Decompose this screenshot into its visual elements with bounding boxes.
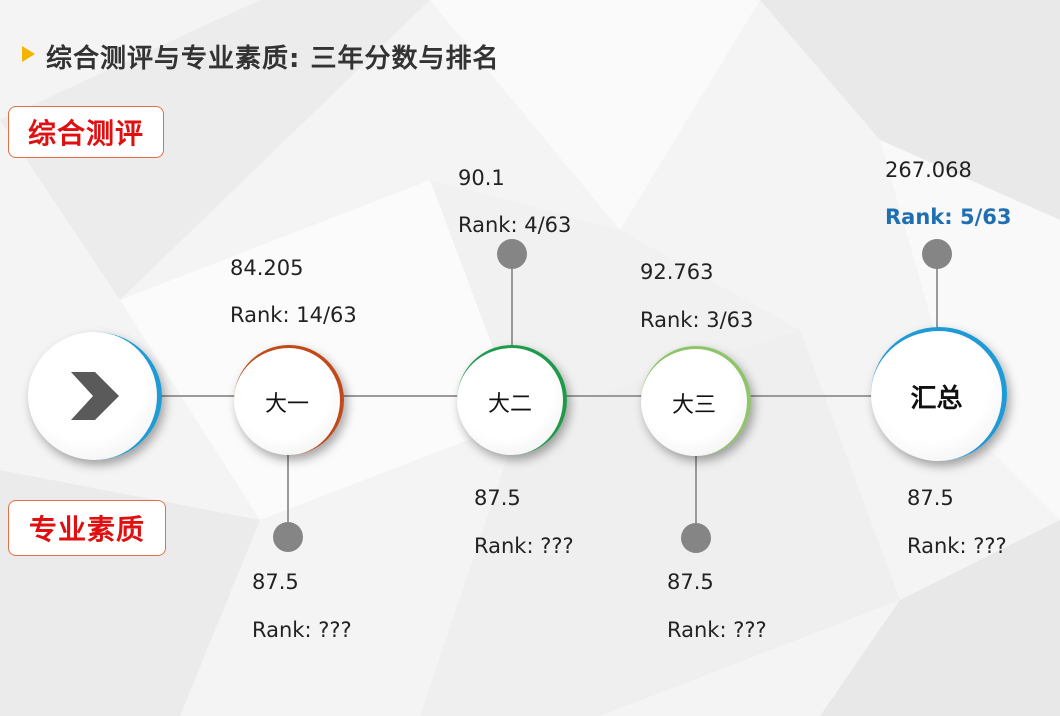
node-year-2: 大二 bbox=[457, 345, 567, 455]
connector-2 bbox=[511, 255, 513, 347]
slide-title: 综合测评与专业素质: 三年分数与排名 bbox=[46, 44, 500, 74]
connector-1 bbox=[287, 450, 289, 536]
prof-rank-total: Rank: ??? bbox=[907, 534, 1007, 558]
node-total: 汇总 bbox=[871, 327, 1007, 461]
marker-dot-1 bbox=[273, 522, 303, 552]
connector-3 bbox=[695, 452, 697, 538]
prof-rank-year-3: Rank: ??? bbox=[667, 618, 767, 642]
prof-score-year-1: 87.5 bbox=[252, 570, 299, 594]
marker-dot-4 bbox=[922, 239, 952, 269]
rank-year-3: Rank: 3/63 bbox=[640, 308, 754, 332]
prof-score-year-2: 87.5 bbox=[474, 486, 521, 510]
marker-dot-3 bbox=[681, 523, 711, 553]
start-node bbox=[28, 332, 162, 460]
prof-rank-year-2: Rank: ??? bbox=[474, 534, 574, 558]
rank-year-1: Rank: 14/63 bbox=[230, 303, 357, 327]
score-year-3: 92.763 bbox=[640, 260, 714, 284]
rank-total: Rank: 5/63 bbox=[885, 205, 1012, 229]
prof-score-total: 87.5 bbox=[907, 486, 954, 510]
chevron-right-icon bbox=[70, 372, 119, 420]
score-total: 267.068 bbox=[885, 158, 972, 182]
node-year-1: 大一 bbox=[234, 345, 344, 455]
prof-rank-year-1: Rank: ??? bbox=[252, 618, 352, 642]
tag-professional: 专业素质 bbox=[8, 500, 166, 556]
title-bullet-icon bbox=[22, 46, 35, 62]
tag-comprehensive: 综合测评 bbox=[8, 106, 164, 158]
score-year-2: 90.1 bbox=[458, 166, 505, 190]
prof-score-year-3: 87.5 bbox=[667, 570, 714, 594]
node-year-3: 大三 bbox=[641, 346, 751, 456]
score-year-1: 84.205 bbox=[230, 256, 304, 280]
marker-dot-2 bbox=[497, 239, 527, 269]
rank-year-2: Rank: 4/63 bbox=[458, 213, 572, 237]
connector-4 bbox=[936, 256, 938, 328]
